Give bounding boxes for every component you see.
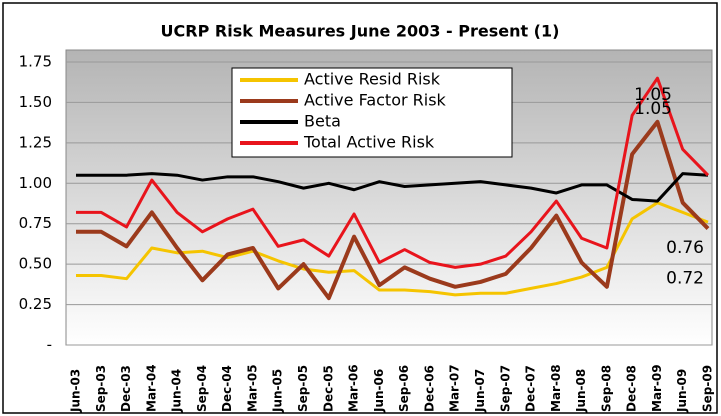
x-tick-label: Jun-07 xyxy=(473,369,487,413)
legend-label: Active Factor Risk xyxy=(304,91,447,110)
chart-title: UCRP Risk Measures June 2003 - Present (… xyxy=(161,22,560,41)
x-tick-label: Jun-08 xyxy=(574,369,588,413)
y-tick-label: 0.50 xyxy=(19,255,52,273)
y-tick-label: 1.75 xyxy=(19,53,52,71)
legend-label: Total Active Risk xyxy=(303,133,435,152)
data-label: 0.76 xyxy=(666,238,704,258)
x-tick-label: Dec-05 xyxy=(321,365,335,412)
x-tick-label: Dec-08 xyxy=(625,365,639,412)
y-tick-label: 1.25 xyxy=(19,133,52,151)
x-tick-label: Dec-03 xyxy=(119,365,133,412)
x-tick-label: Dec-06 xyxy=(422,365,436,412)
x-tick-label: Sep-09 xyxy=(701,365,715,412)
x-tick-label: Sep-08 xyxy=(599,365,613,412)
x-tick-label: Mar-06 xyxy=(347,364,361,412)
x-tick-label: Dec-04 xyxy=(220,365,234,412)
x-tick-label: Dec-07 xyxy=(524,365,538,412)
x-tick-label: Mar-08 xyxy=(549,364,563,412)
x-tick-label: Mar-04 xyxy=(144,364,158,412)
data-label: 1.05 xyxy=(634,85,672,105)
x-tick-label: Sep-06 xyxy=(397,365,411,412)
x-tick-label: Sep-07 xyxy=(498,365,512,412)
x-tick-label: Mar-09 xyxy=(650,364,664,412)
legend-label: Active Resid Risk xyxy=(304,70,441,89)
y-tick-label: 1.00 xyxy=(19,174,52,192)
y-tick-label: 0.75 xyxy=(19,214,52,232)
series-line xyxy=(76,172,709,203)
x-tick-label: Sep-04 xyxy=(195,365,209,412)
x-tick-label: Mar-07 xyxy=(448,364,462,412)
series-line xyxy=(76,76,710,269)
x-tick-label: Jun-06 xyxy=(372,369,386,413)
y-tick-label: 0.25 xyxy=(19,295,52,313)
y-tick-label: 1.50 xyxy=(19,93,52,111)
data-label: 0.72 xyxy=(666,269,704,289)
x-tick-label: Jun-03 xyxy=(69,369,83,413)
x-tick-label: Jun-04 xyxy=(170,369,184,413)
x-tick-label: Jun-09 xyxy=(675,369,689,413)
x-tick-label: Mar-05 xyxy=(245,364,259,412)
x-tick-label: Sep-05 xyxy=(296,365,310,412)
legend-label: Beta xyxy=(304,112,341,131)
x-tick-label: Jun-05 xyxy=(271,369,285,413)
data-label: 1.05 xyxy=(634,99,672,119)
series-line xyxy=(76,119,710,301)
x-tick-label: Sep-03 xyxy=(94,365,108,412)
y-tick-label: - xyxy=(47,336,52,354)
